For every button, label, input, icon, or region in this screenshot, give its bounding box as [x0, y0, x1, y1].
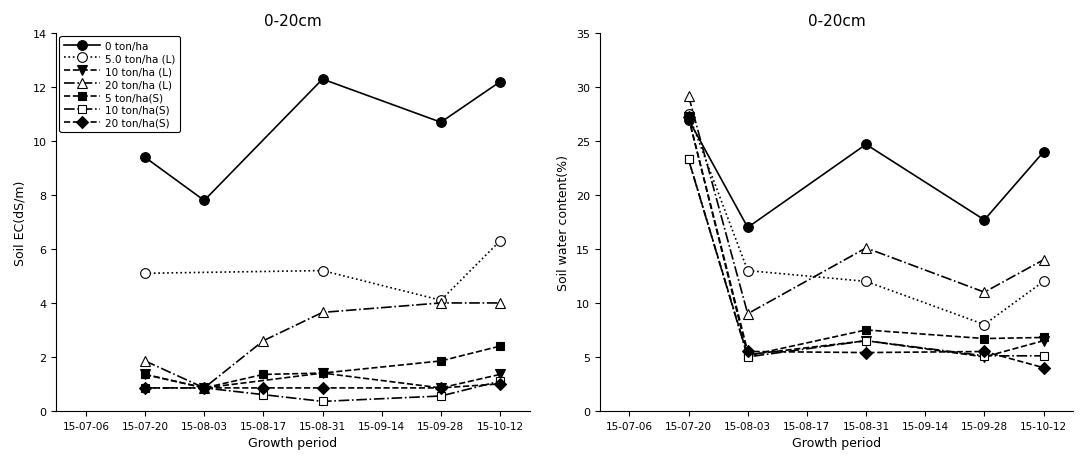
Y-axis label: Soil water content(%): Soil water content(%) [558, 155, 571, 290]
X-axis label: Growth period: Growth period [249, 436, 338, 449]
Legend: 0 ton/ha, 5.0 ton/ha (L), 10 ton/ha (L), 20 ton/ha (L), 5 ton/ha(S), 10 ton/ha(S: 0 ton/ha, 5.0 ton/ha (L), 10 ton/ha (L),… [60, 37, 179, 132]
X-axis label: Growth period: Growth period [792, 436, 882, 449]
Title: 0-20cm: 0-20cm [808, 14, 865, 29]
Y-axis label: Soil EC(dS/m): Soil EC(dS/m) [14, 180, 27, 265]
Title: 0-20cm: 0-20cm [264, 14, 322, 29]
